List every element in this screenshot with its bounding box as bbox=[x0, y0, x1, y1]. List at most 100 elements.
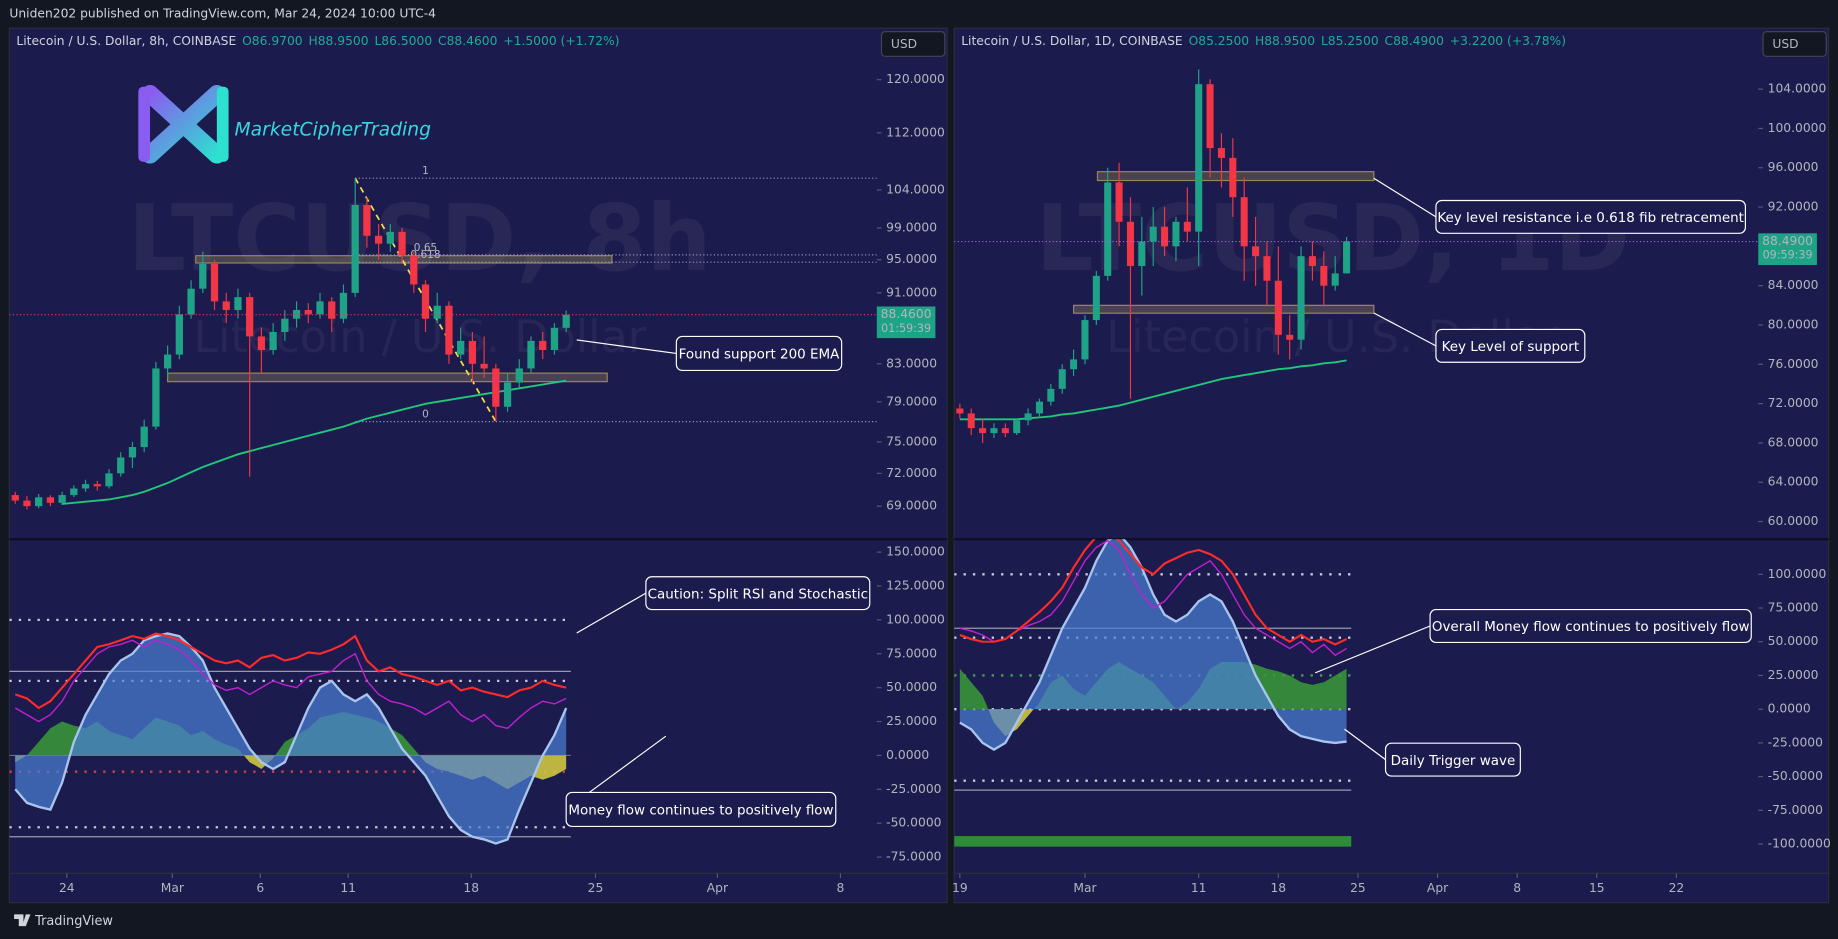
candle-body bbox=[1331, 273, 1339, 286]
fib-label: 0.618 bbox=[410, 249, 440, 261]
publisher: Uniden202 published on TradingView.com, … bbox=[9, 7, 436, 21]
legend-symbol: Litecoin / U.S. Dollar, 8h, COINBASE bbox=[16, 34, 236, 48]
x-tick-label: 22 bbox=[1669, 881, 1685, 895]
y-tick-label: 99.0000 bbox=[886, 220, 937, 234]
annotation-pointer bbox=[1373, 312, 1437, 347]
legend-value: O85.2500 bbox=[1189, 34, 1250, 48]
ema-line bbox=[959, 359, 1347, 421]
logo-bar bbox=[138, 86, 151, 162]
candle-body bbox=[304, 310, 312, 315]
candle-body bbox=[1001, 428, 1009, 434]
x-tick-label: 8 bbox=[1513, 881, 1521, 895]
candle-body bbox=[210, 263, 219, 302]
x-tick-label: 18 bbox=[463, 881, 479, 895]
indicator-tick-label: 75.0000 bbox=[886, 646, 937, 660]
candle-body bbox=[1274, 280, 1282, 335]
candle-body bbox=[1104, 182, 1112, 276]
y-tick-label: 96.0000 bbox=[1768, 160, 1819, 174]
candle-body bbox=[140, 426, 148, 448]
y-tick-label: 91.0000 bbox=[886, 285, 937, 299]
candle-body bbox=[152, 368, 160, 427]
candle-body bbox=[492, 368, 500, 407]
annotation-pointer bbox=[1373, 177, 1437, 218]
annotation-box bbox=[1429, 608, 1752, 643]
candle-body bbox=[1320, 266, 1328, 286]
annotation-text: Daily Trigger wave bbox=[1391, 753, 1516, 769]
candle-body bbox=[163, 354, 172, 369]
candle-body bbox=[1343, 241, 1351, 274]
price-pane: LTCUSD, 8h Litecoin / U.S. Dollar 1 0.650.6… bbox=[9, 165, 877, 510]
indicator-tick-label: -75.0000 bbox=[886, 850, 941, 864]
candle-body bbox=[1035, 401, 1043, 414]
annotation-text: Caution: Split RSI and Stochastic bbox=[648, 586, 868, 602]
candle-body bbox=[1138, 241, 1146, 267]
indicator-tick-label: -100.0000 bbox=[1768, 837, 1831, 851]
candle-body bbox=[58, 495, 66, 503]
candle-body bbox=[1252, 246, 1260, 257]
indicator-tick-label: 50.0000 bbox=[1768, 634, 1819, 648]
indicator-tick-label: 25.0000 bbox=[886, 714, 937, 728]
level-bar bbox=[954, 836, 1352, 847]
candle-body bbox=[539, 340, 547, 350]
countdown: 09:59:39 bbox=[1763, 249, 1813, 262]
y-tick-label: 83.0000 bbox=[886, 356, 937, 370]
x-tick-label: 11 bbox=[1191, 881, 1207, 895]
candle-body bbox=[1308, 256, 1316, 267]
fib-label: 1 bbox=[422, 165, 429, 177]
currency-button bbox=[880, 31, 946, 57]
candle-body bbox=[117, 457, 125, 474]
footer-brand: TradingView bbox=[34, 914, 113, 929]
candle-body bbox=[1217, 148, 1225, 158]
candle-body bbox=[23, 500, 31, 507]
candle-body bbox=[70, 488, 78, 496]
ema-line bbox=[62, 379, 567, 505]
candle-body bbox=[292, 310, 301, 319]
legend-value: +1.5000 (+1.72%) bbox=[503, 34, 619, 48]
x-tick-label: Apr bbox=[1427, 881, 1449, 895]
candle-body bbox=[386, 231, 394, 244]
countdown: 01:59:39 bbox=[881, 322, 931, 335]
candle-body bbox=[246, 297, 254, 337]
candle-body bbox=[503, 382, 512, 407]
candle-body bbox=[457, 340, 465, 355]
currency-button bbox=[1762, 31, 1827, 57]
candle-body bbox=[1229, 157, 1237, 198]
wave-line bbox=[14, 632, 568, 845]
logo-text: MarketCipherTrading bbox=[234, 120, 431, 141]
annotation-pointer bbox=[1314, 625, 1431, 674]
legend-value: C88.4600 bbox=[438, 34, 497, 48]
annotation-pointer bbox=[1344, 728, 1386, 761]
candle-body bbox=[93, 484, 101, 487]
candle-body bbox=[1081, 320, 1089, 360]
candle-body bbox=[11, 495, 19, 501]
stoch-line bbox=[14, 639, 567, 730]
legend-value: H88.9500 bbox=[308, 34, 368, 48]
candle-body bbox=[468, 340, 477, 364]
annotation-box bbox=[645, 576, 871, 611]
y-tick-label: 100.0000 bbox=[1768, 121, 1827, 135]
y-tick-label: 92.0000 bbox=[1768, 200, 1819, 214]
annotation-box bbox=[1435, 328, 1586, 363]
candle-body bbox=[316, 301, 324, 315]
annotation-text: Overall Money flow continues to positive… bbox=[1432, 619, 1750, 635]
candle-body bbox=[1297, 256, 1305, 340]
candle-body bbox=[1047, 388, 1055, 402]
candle-body bbox=[410, 255, 418, 285]
y-tick-label: 72.0000 bbox=[886, 466, 937, 480]
currency: USD bbox=[891, 37, 917, 51]
zone bbox=[167, 372, 608, 383]
y-tick-label: 76.0000 bbox=[1768, 357, 1819, 371]
candle-body bbox=[1013, 420, 1021, 434]
x-tick-label: Apr bbox=[707, 881, 729, 895]
price-label-box bbox=[876, 306, 936, 339]
x-tick-label: 24 bbox=[59, 881, 75, 895]
price-label: 88.4600 bbox=[881, 307, 932, 321]
candle-body bbox=[281, 318, 289, 332]
fib-label: 0.65 bbox=[414, 242, 437, 254]
candle-body bbox=[527, 340, 535, 369]
indicator-tick-label: 0.0000 bbox=[1768, 702, 1811, 716]
indicator-tick-label: 150.0000 bbox=[886, 545, 945, 559]
annotation-text: Key Level of support bbox=[1442, 339, 1580, 355]
indicator-tick-label: 25.0000 bbox=[1768, 668, 1819, 682]
x-tick-label: 11 bbox=[340, 881, 356, 895]
